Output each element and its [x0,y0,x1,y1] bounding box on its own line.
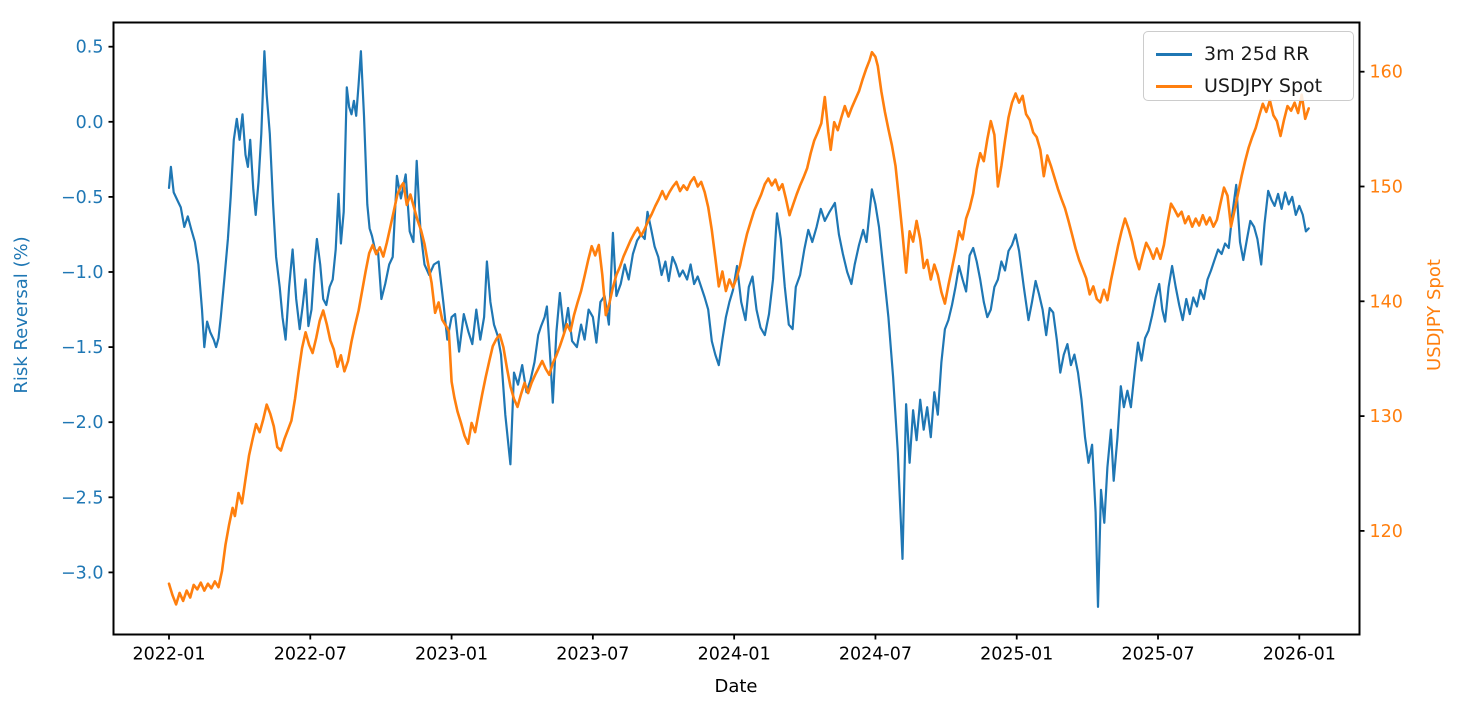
legend: 3m 25d RR USDJPY Spot [1143,31,1354,101]
y-left-axis-title: Risk Reversal (%) [11,236,32,393]
y-right-tick-label: 160 [1370,63,1403,83]
y-left-tick-label: −0.5 [61,188,104,208]
legend-label-rr: 3m 25d RR [1204,42,1310,65]
x-axis-title: Date [714,676,757,697]
y-right-tick-label: 130 [1370,407,1403,427]
y-right-tick-label: 120 [1370,522,1403,542]
x-tick-label: 2024-07 [839,645,912,665]
legend-item-spot: USDJPY Spot [1156,73,1343,99]
y-left-tick-label: 0.5 [76,38,104,58]
y-left-tick-label: −1.5 [61,338,104,358]
x-tick-label: 2024-01 [698,645,771,665]
y-left-tick-label: −2.0 [61,413,104,433]
x-tick-label: 2023-01 [415,645,488,665]
legend-item-rr: 3m 25d RR [1156,41,1343,67]
x-tick-label: 2025-01 [980,645,1053,665]
legend-label-spot: USDJPY Spot [1204,74,1323,97]
x-tick-label: 2023-07 [556,645,629,665]
y-left-tick-label: −2.5 [61,488,104,508]
x-tick-label: 2025-07 [1121,645,1194,665]
y-right-tick-label: 140 [1370,292,1403,312]
y-left-tick-label: 0.0 [76,113,104,133]
series-line-spot [167,50,1310,606]
plot-border [112,21,1361,636]
x-tick-label: 2022-01 [132,645,205,665]
y-right-axis-title: USDJPY Spot [1424,259,1445,371]
series-line-rr [167,50,1310,609]
legend-line-orange-icon [1156,84,1192,88]
y-left-tick-label: −1.0 [61,263,104,283]
x-tick-label: 2022-07 [274,645,347,665]
y-left-tick-label: −3.0 [61,563,104,583]
legend-line-blue-icon [1156,52,1192,56]
y-right-tick-label: 150 [1370,178,1403,198]
x-tick-label: 2026-01 [1263,645,1336,665]
